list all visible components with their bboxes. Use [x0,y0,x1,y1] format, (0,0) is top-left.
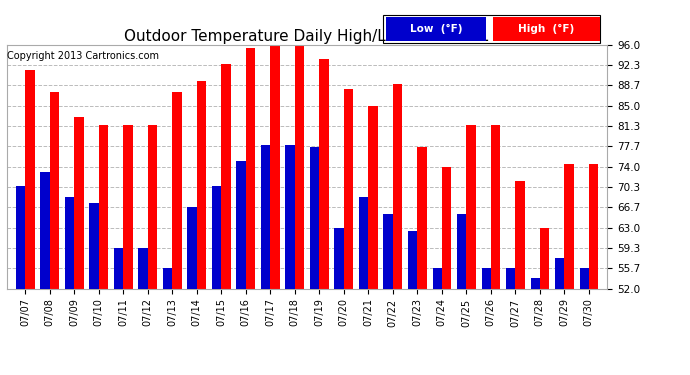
Bar [188,207,197,289]
Bar [172,92,181,289]
Bar [124,125,132,289]
Bar [555,258,564,289]
Bar [564,164,573,289]
Bar [163,268,172,289]
Bar [50,92,59,289]
Bar [408,231,417,289]
Bar [433,268,442,289]
Bar [335,228,344,289]
Bar [457,214,466,289]
Bar [139,248,148,289]
Bar [270,45,279,289]
Bar [368,106,377,289]
Bar [515,181,524,289]
Bar [75,117,83,289]
Bar [417,147,426,289]
Bar [114,248,124,289]
Bar [212,186,221,289]
Bar [26,70,34,289]
Bar [344,89,353,289]
Bar [90,203,99,289]
Bar [482,268,491,289]
Title: Outdoor Temperature Daily High/Low 20130731: Outdoor Temperature Daily High/Low 20130… [124,29,490,44]
Bar [540,228,549,289]
Bar [384,214,393,289]
Bar [99,125,108,289]
Bar [261,145,270,289]
Bar [41,172,50,289]
Bar [16,186,26,289]
Bar [531,278,540,289]
Bar [148,125,157,289]
Bar [295,45,304,289]
Bar [237,161,246,289]
Bar [393,84,402,289]
Bar [589,164,598,289]
Bar [580,268,589,289]
Bar [65,197,75,289]
Bar [491,125,500,289]
Bar [286,145,295,289]
Bar [359,197,368,289]
Bar [197,81,206,289]
Bar [442,167,451,289]
Bar [246,48,255,289]
Bar [221,64,230,289]
Text: Low  (°F): Low (°F) [410,24,462,34]
Bar [506,268,515,289]
Bar [310,147,319,289]
Bar [319,59,328,289]
Text: High  (°F): High (°F) [518,24,575,34]
Bar [466,125,475,289]
Text: Copyright 2013 Cartronics.com: Copyright 2013 Cartronics.com [7,51,159,61]
